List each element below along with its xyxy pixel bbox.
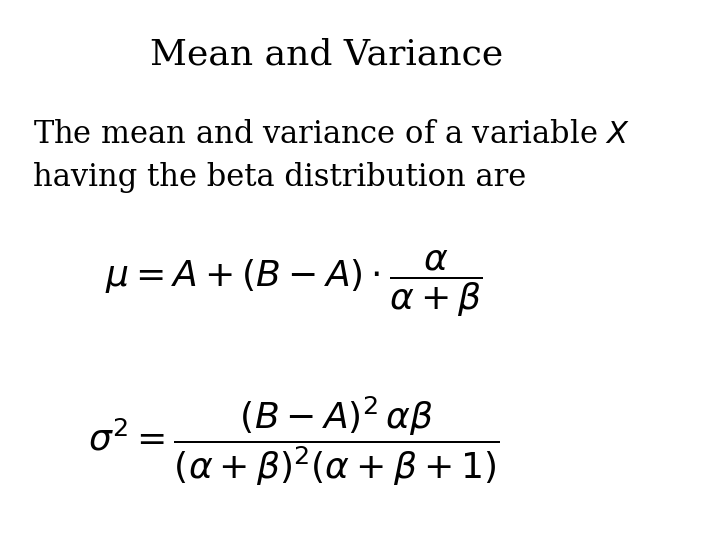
Text: $\mu = A + (B - A) \cdot \dfrac{\alpha}{\alpha + \beta}$: $\mu = A + (B - A) \cdot \dfrac{\alpha}{… [105, 248, 482, 319]
Text: The mean and variance of a variable $X$
having the beta distribution are: The mean and variance of a variable $X$ … [32, 119, 630, 193]
Text: Mean and Variance: Mean and Variance [150, 38, 503, 72]
Text: $\sigma^2 = \dfrac{(B-A)^2\,\alpha\beta}{(\alpha+\beta)^2(\alpha+\beta+1)}$: $\sigma^2 = \dfrac{(B-A)^2\,\alpha\beta}… [88, 394, 500, 488]
